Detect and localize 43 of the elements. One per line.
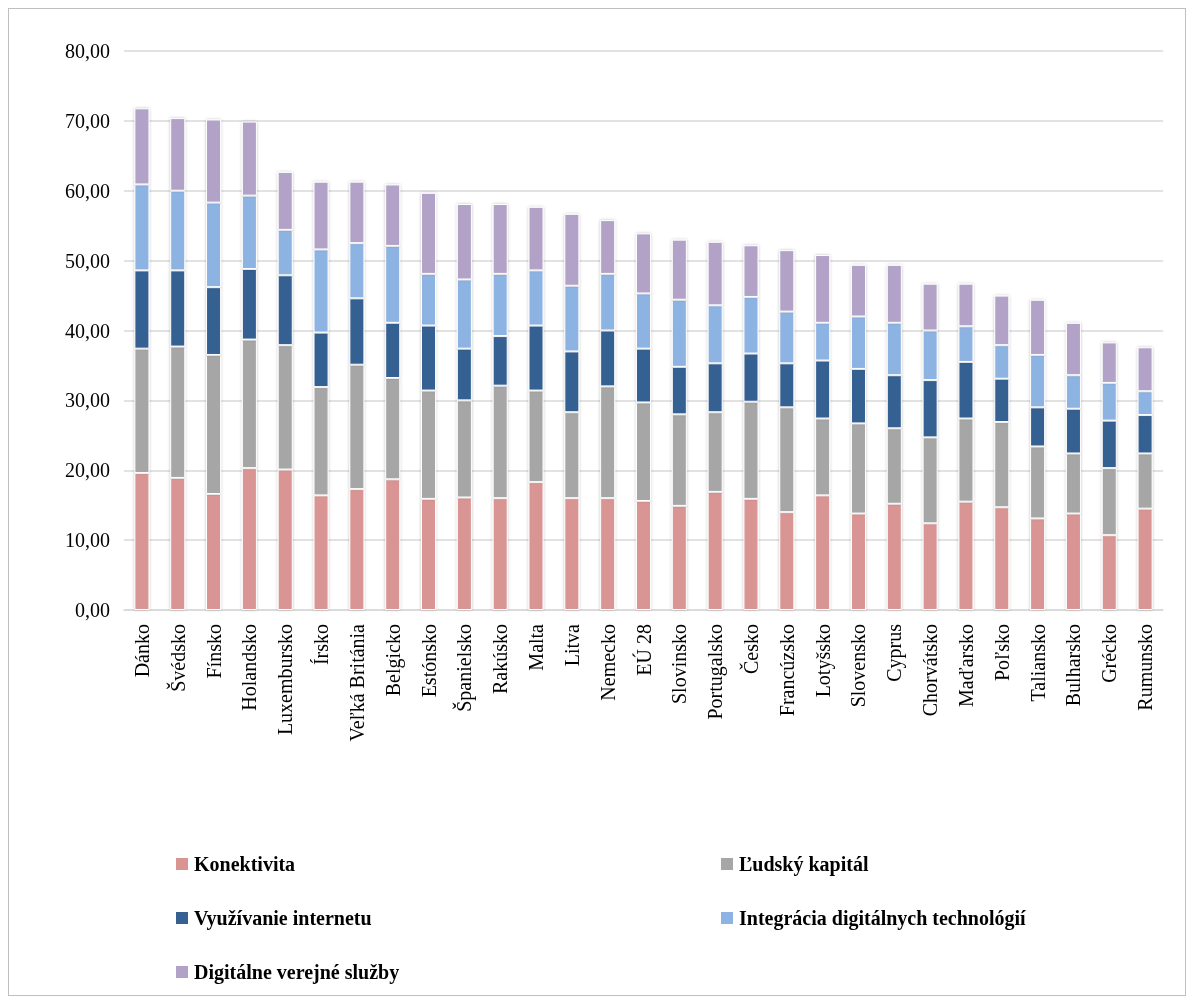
legend-label: Integrácia digitálnych technológií (739, 907, 1027, 930)
x-tick-label: Luxembursko (274, 624, 297, 736)
y-tick-label: 50,00 (65, 249, 110, 272)
x-tick-label: Maďarsko (954, 624, 977, 707)
y-tick-label: 10,00 (65, 529, 110, 552)
x-tick-label: Estónsko (417, 624, 440, 698)
x-tick-label: Lotyšsko (811, 624, 835, 698)
x-tick-label: Chorvátsko (919, 624, 942, 717)
x-tick-label: Rumunsko (1134, 624, 1157, 711)
x-tick-label: Írsko (310, 624, 333, 666)
x-tick-label: Cyprus (883, 623, 907, 682)
x-tick-label: Poľsko (990, 624, 1013, 682)
x-tick-label: Rakúsko (489, 624, 512, 694)
legend-label: Ľudský kapitál (739, 853, 869, 876)
y-tick-label: 20,00 (65, 459, 110, 482)
y-tick-label: 80,00 (65, 40, 110, 62)
x-tick-label: Veľká Británia (345, 623, 368, 742)
x-tick-label: Holandsko (238, 624, 261, 711)
x-tick-label: Portugalsko (704, 624, 728, 720)
legend-label: Digitálne verejné služby (194, 961, 400, 984)
x-tick-label: Švédsko (165, 624, 189, 692)
x-tick-label: Grécko (1098, 624, 1121, 683)
legend-label: Využívanie internetu (194, 907, 372, 930)
x-tick-label: Francúzsko (775, 624, 798, 717)
x-tick-label: Dánko (130, 624, 153, 678)
x-tick-label: EÚ 28 (631, 624, 655, 676)
legend-label: Konektivita (194, 853, 296, 875)
y-tick-label: 70,00 (65, 109, 110, 132)
x-tick-label: Slovinsko (668, 624, 691, 705)
x-tick-label: Litva (560, 623, 583, 667)
x-tick-label: Taliansko (1026, 624, 1049, 702)
x-tick-label: Belgicko (381, 624, 405, 697)
y-tick-label: 30,00 (65, 389, 110, 412)
x-tick-label: Slovensko (847, 624, 870, 708)
x-tick-label: Španielsko (452, 624, 477, 712)
x-tick-label: Malta (525, 623, 548, 671)
x-tick-label: Fínsko (202, 624, 225, 679)
x-tick-label: Česko (738, 624, 762, 674)
y-tick-label: 40,00 (65, 319, 110, 342)
y-tick-label: 0,00 (75, 599, 110, 621)
x-tick-label: Nemecko (596, 624, 619, 701)
y-tick-label: 60,00 (65, 179, 110, 202)
x-tick-label: Bulharsko (1062, 624, 1085, 707)
